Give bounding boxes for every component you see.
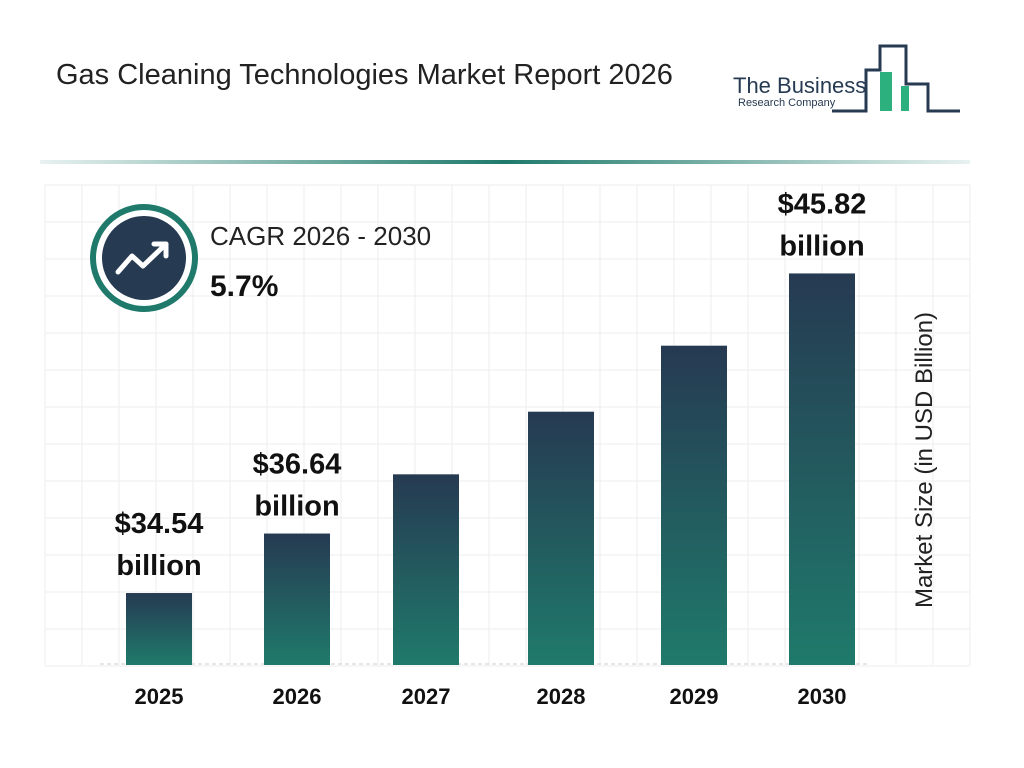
data-label: $34.54 billion <box>115 508 204 582</box>
x-tick-label: 2025 <box>135 684 184 709</box>
logo-text: The Business <box>733 73 866 98</box>
bar <box>393 474 459 665</box>
chart-title: Gas Cleaning Technologies Market Report … <box>56 59 673 91</box>
cagr-badge <box>90 204 198 312</box>
title-rule <box>40 160 970 164</box>
bar <box>528 411 594 665</box>
x-tick-label: 2029 <box>670 684 719 709</box>
cagr-label: CAGR 2026 - 2030 <box>210 221 431 251</box>
bar <box>789 273 855 665</box>
x-tick-label: 2027 <box>402 684 451 709</box>
y-axis-label: Market Size (in USD Billion) <box>911 312 938 608</box>
data-label: $36.64 billion <box>253 449 342 523</box>
logo: The Business Research Company <box>733 44 960 113</box>
x-tick-label: 2028 <box>537 684 586 709</box>
bar <box>264 533 330 665</box>
x-tick-label: 2026 <box>273 684 322 709</box>
bar <box>661 345 727 665</box>
logo-subtext: Research Company <box>738 97 836 109</box>
bar <box>126 593 192 665</box>
data-label: $45.82 billion <box>778 188 867 262</box>
x-tick-label: 2030 <box>798 684 847 709</box>
cagr-value: 5.7% <box>210 270 278 303</box>
